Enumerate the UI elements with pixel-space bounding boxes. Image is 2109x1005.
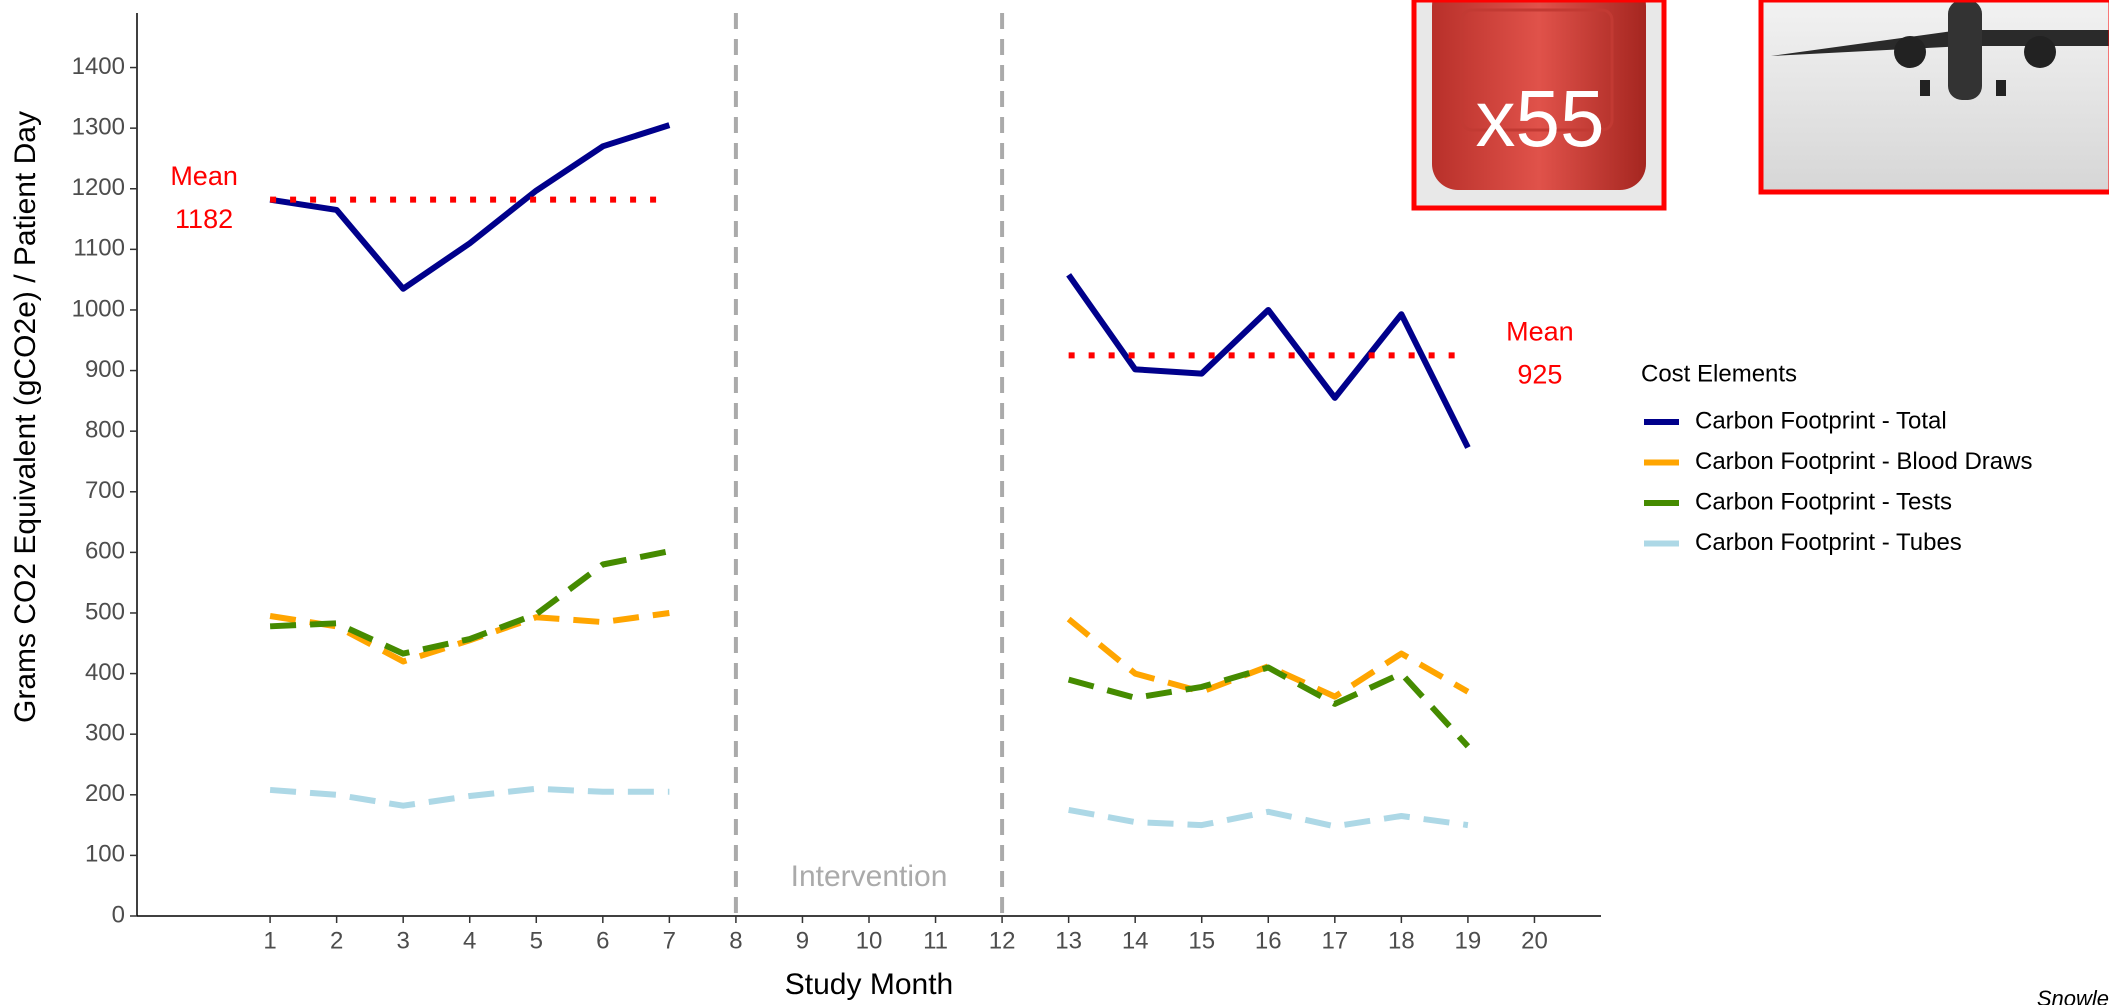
x-tick-label: 7 [663,927,676,954]
x-tick-label: 13 [1055,927,1082,954]
y-tick-label: 500 [85,598,125,625]
x-tick-label: 1 [263,927,276,954]
x-tick-label: 14 [1122,927,1149,954]
legend-label: Carbon Footprint - Tests [1695,488,1952,515]
x-tick-label: 6 [596,927,609,954]
legend-label: Carbon Footprint - Blood Draws [1695,448,2032,475]
image-caption: x55 [1476,74,1605,163]
footer: Snowle [2037,986,2109,1005]
x-tick-label: 16 [1255,927,1282,954]
x-tick-label: 20 [1521,927,1548,954]
legend-title: Cost Elements [1641,360,1797,387]
x-tick-label: 11 [923,927,948,954]
y-tick-label: 1000 [72,295,125,322]
y-tick-label: 1100 [73,235,125,262]
mean-label: Mean [170,161,238,191]
x-tick-label: 2 [330,927,343,954]
y-tick-label: 1200 [72,174,125,201]
y-tick-label: 100 [85,841,125,868]
y-tick-label: 300 [85,720,125,747]
y-tick-label: 700 [85,477,125,504]
mean-value: 1182 [175,204,233,234]
chart: x55 Grams CO2 Equivalent (gCO2e) / Patie… [0,0,2109,1005]
x-tick-label: 5 [530,927,543,954]
y-tick-label: 600 [85,538,125,565]
y-tick-label: 900 [85,356,125,383]
x-tick-label: 15 [1188,927,1215,954]
airplane-image [1761,0,2109,192]
x-tick-label: 12 [989,927,1016,954]
y-tick-label: 200 [85,780,125,807]
x-axis-title: Study Month [785,968,953,1001]
legend-label: Carbon Footprint - Total [1695,407,1947,434]
y-axis-title: Grams CO2 Equivalent (gCO2e) / Patient D… [9,111,42,723]
mean-value: 925 [1517,360,1562,390]
series-line [270,613,1468,697]
y-tick-label: 1300 [72,113,125,140]
x-tick-label: 18 [1388,927,1415,954]
y-tick-label: 800 [85,417,125,444]
x-tick-label: 19 [1455,927,1482,954]
x-tick-label: 10 [856,927,883,954]
series-line [270,551,1468,746]
series-line [270,789,1468,827]
y-tick-label: 0 [112,901,125,928]
x-tick-label: 4 [463,927,476,954]
x-tick-label: 8 [729,927,742,954]
mean-label: Mean [1506,317,1574,347]
intervention-label: Intervention [791,860,948,893]
x-tick-label: 9 [796,927,809,954]
x-tick-label: 3 [397,927,410,954]
legend-label: Carbon Footprint - Tubes [1695,529,1962,556]
x-tick-label: 17 [1321,927,1348,954]
y-tick-label: 1400 [72,53,125,80]
y-tick-label: 400 [85,659,125,686]
series-line [270,125,1468,447]
